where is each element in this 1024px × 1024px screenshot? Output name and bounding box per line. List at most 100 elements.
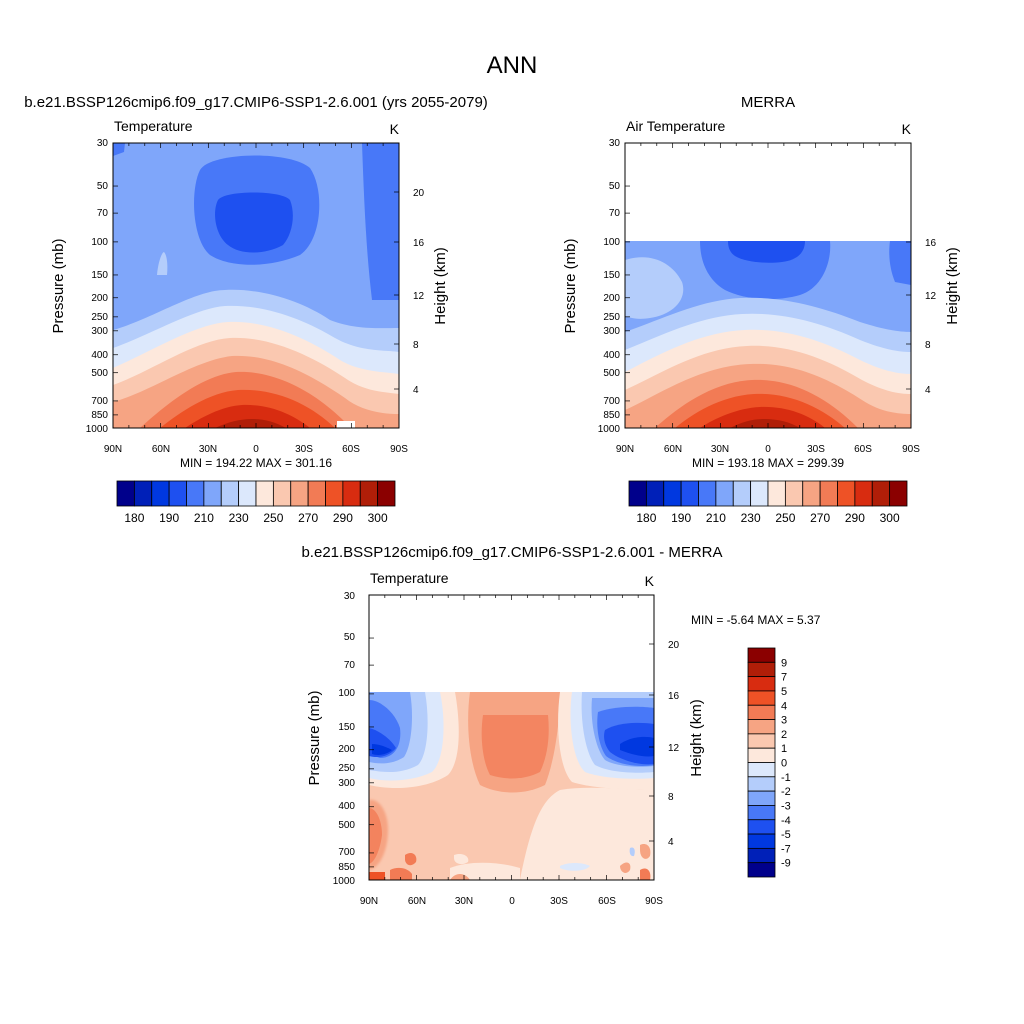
colorbar-box: [168, 480, 187, 507]
colorbar-box: [802, 480, 821, 507]
colorbar-box: [854, 480, 873, 507]
colorbar-label: 5: [781, 686, 787, 698]
y-tick-label: 400: [91, 350, 108, 361]
y-tick-label: 400: [338, 801, 355, 812]
axis-tick-marks: [112, 142, 912, 881]
colorbar-box: [747, 805, 776, 821]
colorbar-label: 250: [263, 511, 283, 525]
y-tick-label: 400: [603, 350, 620, 361]
x-tick-label: 0: [253, 444, 259, 455]
panel-diff-variable: Temperature: [370, 570, 449, 586]
height-tick-label: 16: [413, 238, 425, 249]
colorbar-label: 270: [298, 511, 318, 525]
x-tick-label: 60S: [854, 444, 872, 455]
panel-diff-ylabel-right: Height (km): [688, 699, 705, 777]
colorbar-box: [680, 480, 699, 507]
panel-diff-contour-field: [369, 692, 654, 880]
height-tick-label: 20: [668, 640, 680, 651]
colorbar-label: 180: [124, 511, 144, 525]
panel-diff-ylabel: Pressure (mb): [306, 690, 323, 785]
colorbar-box: [747, 762, 776, 778]
colorbar-label: 300: [368, 511, 388, 525]
y-tick-label: 50: [344, 632, 356, 643]
panel-diff-title: b.e21.BSSP126cmip6.f09_g17.CMIP6-SSP1-2.…: [301, 544, 722, 561]
height-tick-label: 20: [413, 188, 425, 199]
y-tick-label: 850: [338, 862, 355, 873]
y-tick-label: 100: [338, 688, 355, 699]
colorbar-box: [342, 480, 361, 507]
colorbar-box: [871, 480, 891, 507]
colorbar-label: 3: [781, 715, 787, 727]
y-tick-label: 100: [91, 237, 108, 248]
colorbar-label: 2: [781, 729, 787, 741]
panel-model: b.e21.BSSP126cmip6.f09_g17.CMIP6-SSP1-2.…: [24, 94, 488, 470]
y-tick-label: 250: [338, 763, 355, 774]
colorbar-box: [359, 480, 379, 507]
colorbar-label: -5: [781, 829, 791, 841]
colorbar-box: [837, 480, 856, 507]
panel-obs-stats: MIN = 193.18 MAX = 299.39: [692, 456, 844, 470]
y-tick-label: 700: [338, 847, 355, 858]
y-tick-label: 500: [338, 820, 355, 831]
colorbar-box: [747, 776, 776, 792]
colorbar-box: [784, 480, 804, 507]
colorbar-box: [747, 733, 776, 749]
y-tick-label: 200: [91, 293, 108, 304]
colorbar-box: [628, 480, 647, 507]
colorbar-label: 230: [741, 511, 761, 525]
y-tick-label: 1000: [598, 424, 621, 435]
x-tick-label: 90N: [360, 896, 378, 907]
x-tick-label: 60S: [598, 896, 616, 907]
panel-diff-height-ticks: 4 8 12 16 20: [668, 640, 680, 848]
colorbar-label: 230: [229, 511, 249, 525]
colorbar-box: [307, 480, 326, 507]
height-tick-label: 4: [668, 837, 674, 848]
colorbar-label: -2: [781, 786, 791, 798]
y-tick-label: 300: [603, 326, 620, 337]
y-tick-label: 1000: [333, 876, 356, 887]
colorbar-box: [750, 480, 769, 507]
colorbar-box: [203, 480, 222, 507]
panel-diff-stats: MIN = -5.64 MAX = 5.37: [691, 613, 821, 627]
colorbar-label: -9: [781, 858, 791, 870]
colorbar-box: [133, 480, 153, 507]
height-tick-label: 12: [668, 743, 680, 754]
colorbar-label: -3: [781, 800, 791, 812]
height-tick-label: 12: [413, 291, 425, 302]
x-tick-label: 90S: [645, 896, 663, 907]
colorbar-box: [645, 480, 665, 507]
y-tick-label: 250: [603, 312, 620, 323]
colorbar-label: 270: [810, 511, 830, 525]
colorbar-box: [698, 480, 717, 507]
y-tick-label: 250: [91, 312, 108, 323]
panel-obs-ylabel-right: Height (km): [944, 247, 961, 325]
panel-diff: b.e21.BSSP126cmip6.f09_g17.CMIP6-SSP1-2.…: [301, 544, 820, 907]
colorbar-label: 4: [781, 700, 787, 712]
panel-obs-height-ticks: 4 8 12 16: [925, 238, 937, 396]
colorbar-box: [747, 819, 776, 835]
colorbar-box: [819, 480, 838, 507]
colorbar-box: [747, 862, 776, 878]
colorbar-box: [220, 480, 240, 507]
x-tick-label: 90S: [390, 444, 408, 455]
colorbar-label: 290: [845, 511, 865, 525]
x-tick-label: 30S: [807, 444, 825, 455]
colorbar-box: [186, 480, 205, 507]
colorbar-box: [732, 480, 752, 507]
y-tick-label: 30: [97, 138, 109, 149]
panel-model-height-ticks: 4 8 12 16 20: [413, 188, 425, 396]
colorbar-diff: 9 7 5 4 3 2 1 0 -1 -2 -3 -4 -5 -7 -9: [747, 647, 791, 878]
y-tick-label: 700: [91, 396, 108, 407]
colorbar-box: [889, 480, 908, 507]
colorbar-box: [747, 690, 776, 706]
panel-model-title: b.e21.BSSP126cmip6.f09_g17.CMIP6-SSP1-2.…: [24, 94, 488, 111]
page-title: ANN: [487, 52, 538, 79]
height-tick-label: 4: [925, 385, 931, 396]
colorbar-model: 180 190 210 230 250 270 290 300: [116, 480, 396, 525]
x-tick-label: 0: [765, 444, 771, 455]
colorbar-label: 1: [781, 743, 787, 755]
colorbar-box: [747, 847, 776, 864]
x-tick-label: 30S: [550, 896, 568, 907]
colorbar-box: [377, 480, 396, 507]
